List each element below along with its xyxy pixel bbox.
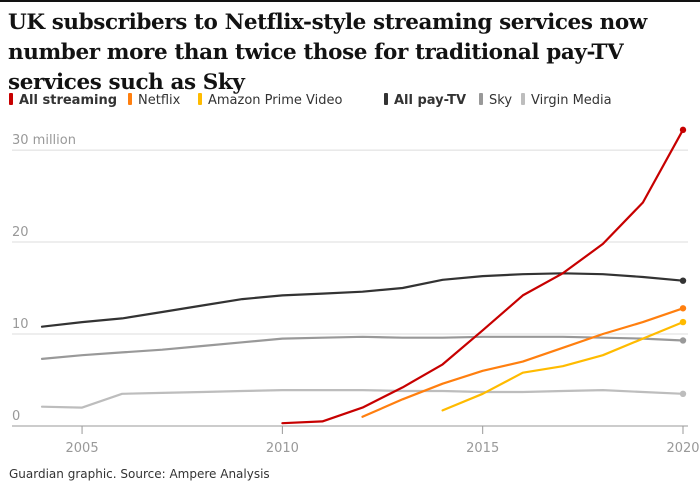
legend: All streaming Netflix Amazon Prime Video Al… [9,93,699,111]
y-tick-label-0: 0 [12,409,20,424]
legend-swatch-all-streaming [9,93,13,105]
legend-label-virgin-media: Virgin Media [531,93,612,108]
x-tick-label-2020: 2020 [666,441,699,456]
chart-title: UK subscribers to Netflix-style streamin… [8,10,647,95]
series-line-all-streaming [281,128,685,425]
legend-item-sky: Sky [479,93,512,108]
legend-item-virgin-media: Virgin Media [521,93,612,108]
legend-label-amazon-prime-video: Amazon Prime Video [208,93,343,108]
series-line-netflix [361,307,685,418]
legend-label-all-streaming: All streaming [19,93,118,108]
legend-label-netflix: Netflix [138,93,181,108]
series-end-dot-all-pay-tv [679,277,687,284]
series-line-amazon-prime-video [441,321,685,412]
top-rule [0,0,700,2]
source-note: Guardian graphic. Source: Ampere Analysi… [9,467,270,481]
series-end-dot-netflix [679,305,687,312]
x-tick-label-2005: 2005 [66,441,99,456]
x-tick-label-2010: 2010 [266,441,299,456]
legend-swatch-sky [479,93,483,105]
legend-swatch-netflix [128,93,132,105]
legend-swatch-all-pay-tv [384,93,388,105]
series-line-sky [40,335,685,360]
legend-swatch-virgin-media [521,93,525,105]
legend-item-all-streaming: All streaming [9,93,117,108]
series-end-dot-amazon-prime-video [679,318,687,326]
series-end-dot-virgin-media [679,390,687,398]
legend-label-sky: Sky [489,93,513,108]
legend-item-amazon-prime-video: Amazon Prime Video [198,93,342,108]
legend-label-all-pay-tv: All pay-TV [394,93,467,108]
y-tick-label-30: 30 million [12,133,76,148]
legend-item-netflix: Netflix [128,93,180,108]
legend-swatch-amazon-prime-video [198,93,202,105]
line-chart: 0 10 20 30 million 2005 2010 2015 2020 [12,126,700,456]
series-end-dot-all-streaming [679,126,687,134]
series-end-dot-sky [679,337,687,344]
series-line-all-pay-tv [40,272,685,328]
y-tick-label-20: 20 [12,225,29,240]
legend-item-all-pay-tv: All pay-TV [384,93,466,108]
x-tick-label-2015: 2015 [466,441,499,456]
y-tick-label-10: 10 [12,317,29,332]
series-line-virgin-media [40,389,685,409]
